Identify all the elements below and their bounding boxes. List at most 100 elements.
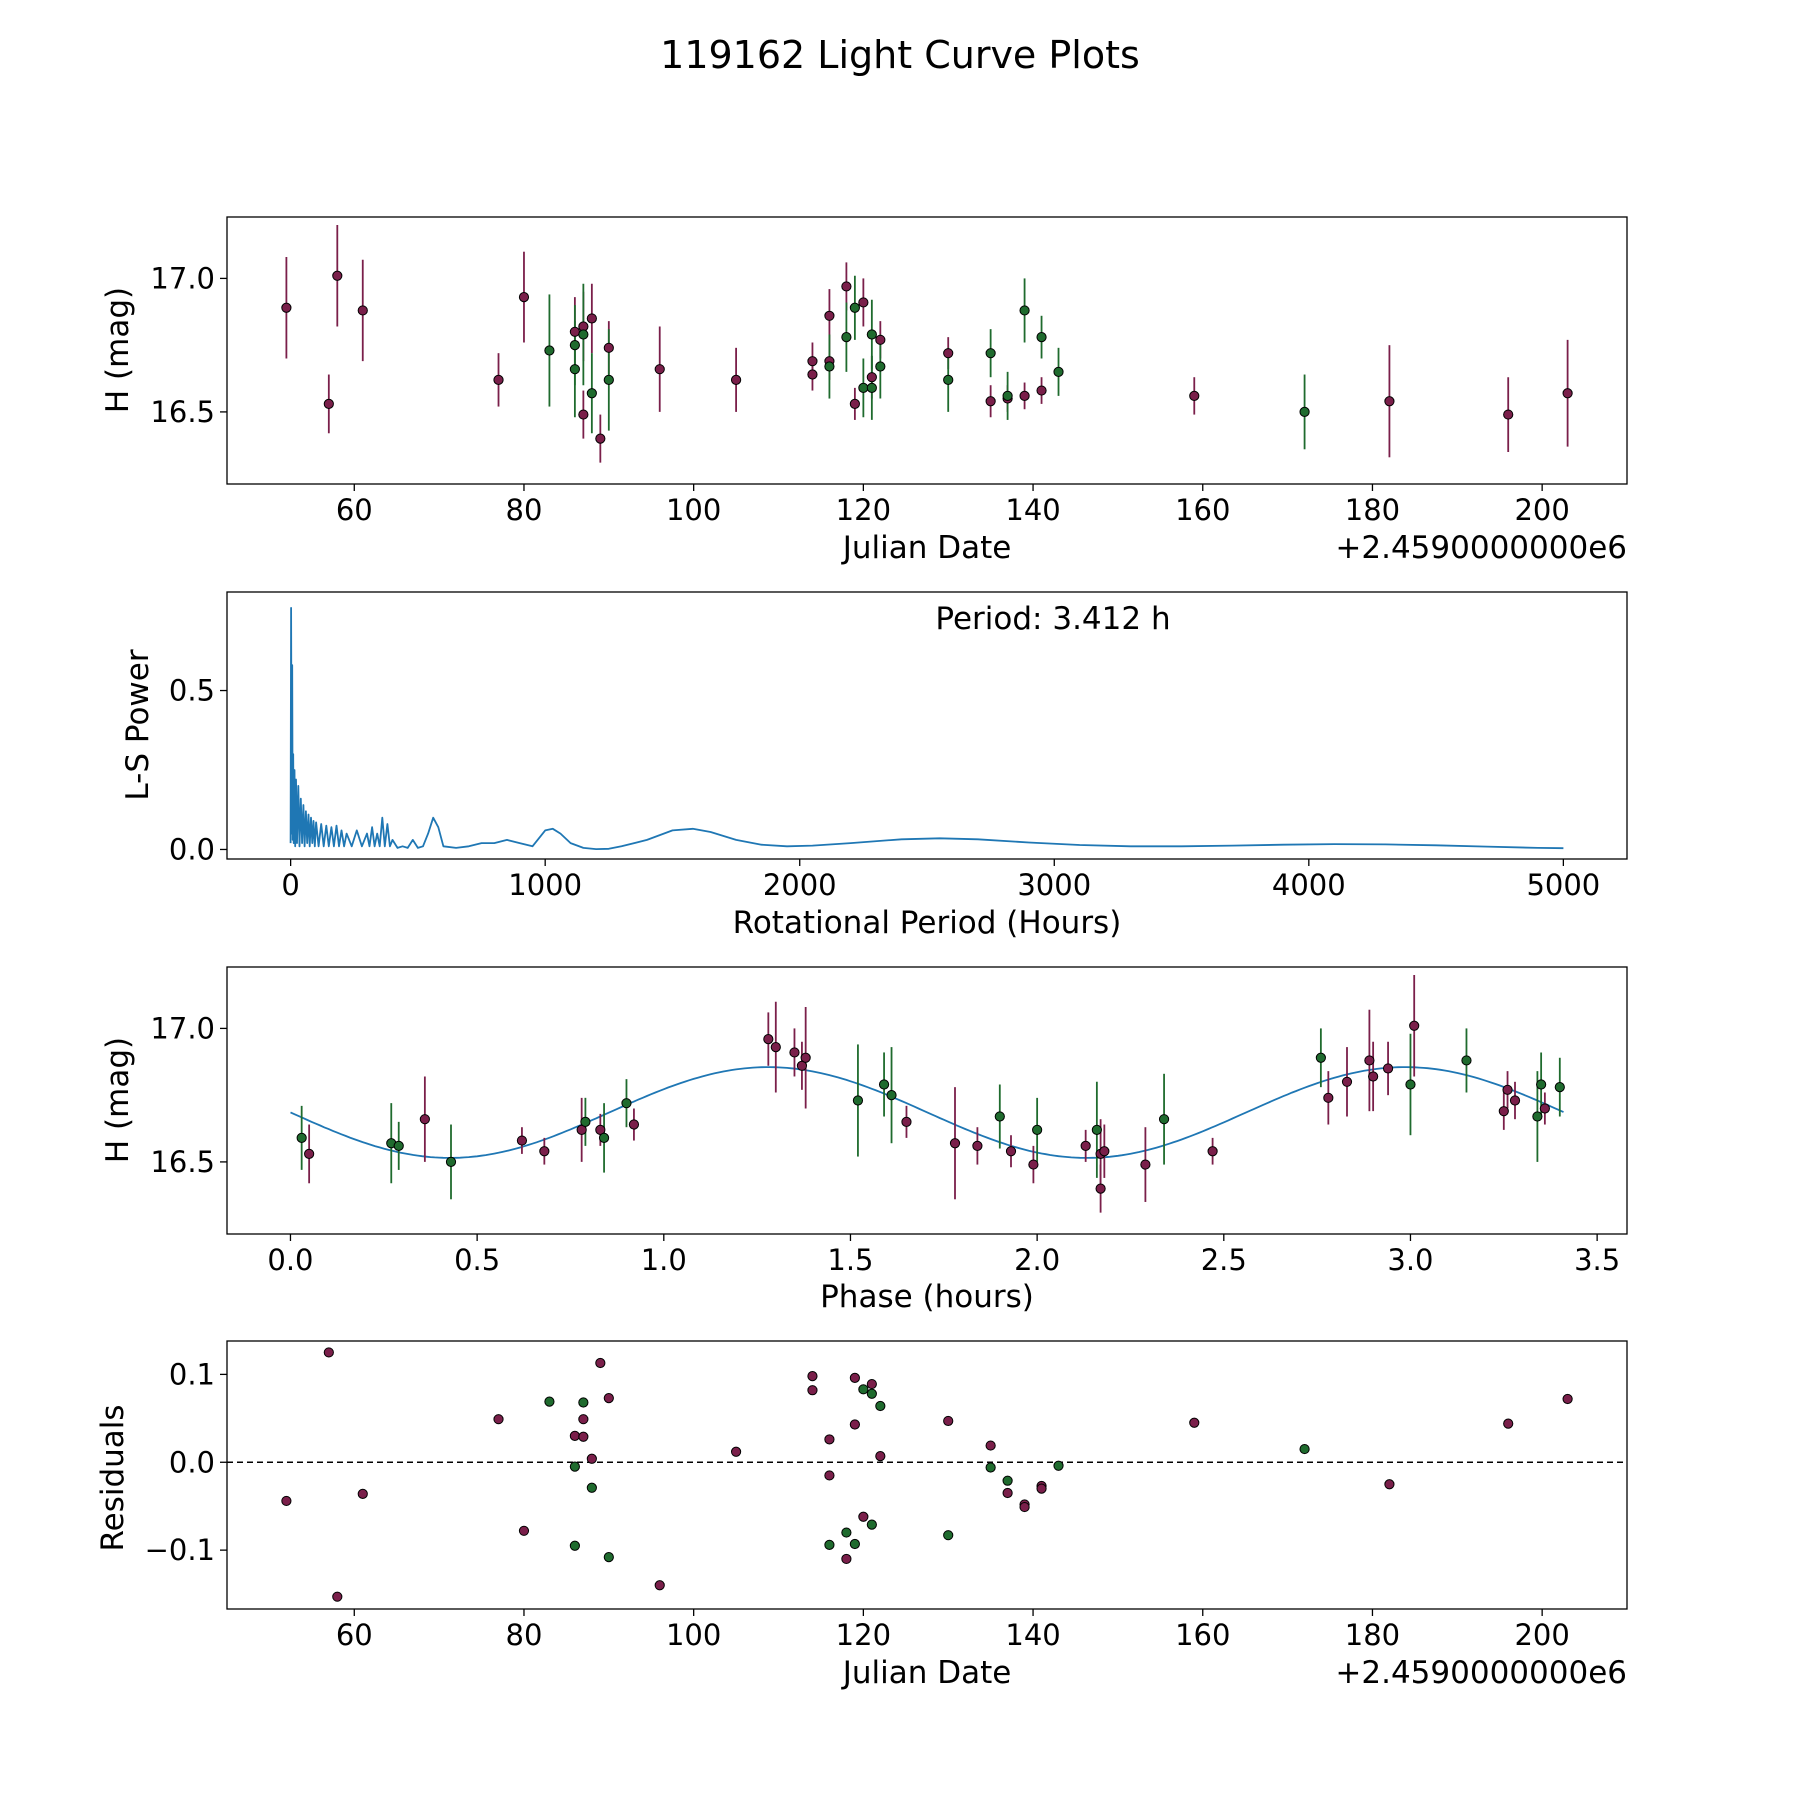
purple-point [858, 1511, 869, 1522]
residuals-panel: Julian Date Residuals +2.4590000000e6 60… [95, 1340, 1628, 1691]
purple-point [281, 1495, 292, 1507]
purple-point [807, 356, 818, 367]
green-point [943, 374, 954, 385]
purple-point [1019, 390, 1030, 401]
purple-point [603, 342, 614, 353]
lightcurve-frame [226, 216, 1628, 485]
purple-point [654, 364, 665, 375]
phased-panel: Phase (hours) H (mag) 0.0 0.5 1.0 1.5 2.0 2.5… [100, 966, 1628, 1315]
green-point [866, 1519, 877, 1530]
green-point [1299, 406, 1310, 418]
lightcurve-xtick-label: 180 [1345, 493, 1400, 527]
residuals-xtick-label: 160 [1175, 1618, 1230, 1652]
purple-point [1207, 1146, 1218, 1157]
periodogram-xtick-label: 1000 [508, 868, 582, 902]
periodogram-xtick-label: 3000 [1017, 868, 1091, 902]
lightcurve-xtick-label: 160 [1175, 493, 1230, 527]
green-point [1299, 1443, 1310, 1455]
lightcurve-xtick-label: 200 [1514, 493, 1569, 527]
green-point [1002, 1475, 1013, 1486]
residuals-xtick-label: 180 [1345, 1618, 1400, 1652]
purple-point [281, 302, 292, 313]
purple-point [949, 1138, 961, 1149]
purple-point [1095, 1183, 1106, 1194]
period-annotation: Period: 3.412 h [935, 601, 1170, 637]
purple-point [1364, 1055, 1375, 1066]
purple-point [304, 1148, 315, 1160]
phased-xtick-label: 3.5 [1574, 1243, 1620, 1277]
purple-point [357, 305, 368, 316]
purple-point [1562, 388, 1573, 399]
green-point [578, 329, 589, 340]
phased-xtick-label: 1.0 [641, 1243, 687, 1277]
purple-point [518, 292, 530, 303]
periodogram-ytick-label: 0.5 [169, 674, 215, 708]
residuals-xtick-label: 100 [666, 1618, 721, 1652]
power-line [289, 607, 1564, 850]
purple-point [1080, 1140, 1091, 1151]
green-point [544, 345, 555, 356]
green-point [849, 302, 860, 313]
phased-ylabel: H (mag) [100, 1037, 136, 1163]
purple-point [1562, 1393, 1573, 1405]
green-point [1091, 1124, 1102, 1135]
green-point [858, 382, 869, 393]
purple-point [807, 1385, 818, 1396]
periodogram-ytick-label: 0.0 [169, 832, 215, 866]
purple-point [849, 1419, 860, 1430]
lightcurve-ytick-label: 17.0 [150, 261, 215, 295]
green-point [393, 1140, 404, 1151]
green-point [1405, 1079, 1416, 1090]
green-point [1554, 1082, 1565, 1093]
green-point [1032, 1124, 1043, 1135]
purple-point [603, 1393, 614, 1404]
green-point [875, 361, 886, 372]
purple-point [1384, 396, 1395, 407]
green-point [824, 1539, 835, 1550]
purple-point [1323, 1092, 1334, 1103]
purple-point [849, 1372, 860, 1384]
purple-point [578, 1414, 589, 1425]
green-point [578, 1397, 589, 1408]
lightcurve-xtick-label: 140 [1005, 493, 1060, 527]
lightcurve-offset-text: +2.4590000000e6 [1335, 530, 1627, 566]
purple-point [875, 1451, 886, 1462]
purple-point [586, 313, 597, 324]
purple-point [493, 374, 504, 385]
green-point [886, 1090, 897, 1101]
residuals-xtick-label: 60 [336, 1618, 373, 1652]
green-point [569, 1461, 580, 1472]
green-point [569, 1540, 580, 1551]
lightcurve-ylabel: H (mag) [100, 287, 136, 413]
green-point [586, 1482, 597, 1493]
purple-point [824, 1434, 835, 1445]
green-point [841, 1527, 852, 1538]
purple-point [789, 1047, 800, 1058]
green-point [569, 364, 580, 375]
residuals-xtick-label: 80 [506, 1618, 543, 1652]
periodogram-xlabel: Rotational Period (Hours) [733, 905, 1122, 941]
purple-point [849, 398, 860, 409]
figure-title: 119162 Light Curve Plots [660, 33, 1140, 77]
phased-xtick-label: 1.5 [827, 1243, 873, 1277]
purple-point [1503, 409, 1514, 420]
purple-point [1384, 1479, 1395, 1490]
purple-point [1019, 1501, 1030, 1513]
purple-point [595, 433, 606, 444]
green-point [824, 361, 835, 372]
purple-point [1503, 1418, 1514, 1429]
green-point [985, 348, 996, 359]
purple-point [985, 396, 996, 407]
purple-point [858, 297, 869, 308]
purple-point [1539, 1103, 1550, 1114]
purple-point [1005, 1146, 1017, 1157]
purple-point [875, 334, 886, 345]
purple-point [1368, 1071, 1379, 1082]
green-point [866, 329, 877, 340]
lightcurve-xtick-label: 100 [666, 493, 721, 527]
residuals-ytick-label: 0.0 [169, 1445, 215, 1479]
periodogram-panel: Period: 3.412 h Rotational Period (Hours… [120, 591, 1628, 941]
purple-point [901, 1116, 912, 1127]
purple-point [1036, 385, 1047, 396]
